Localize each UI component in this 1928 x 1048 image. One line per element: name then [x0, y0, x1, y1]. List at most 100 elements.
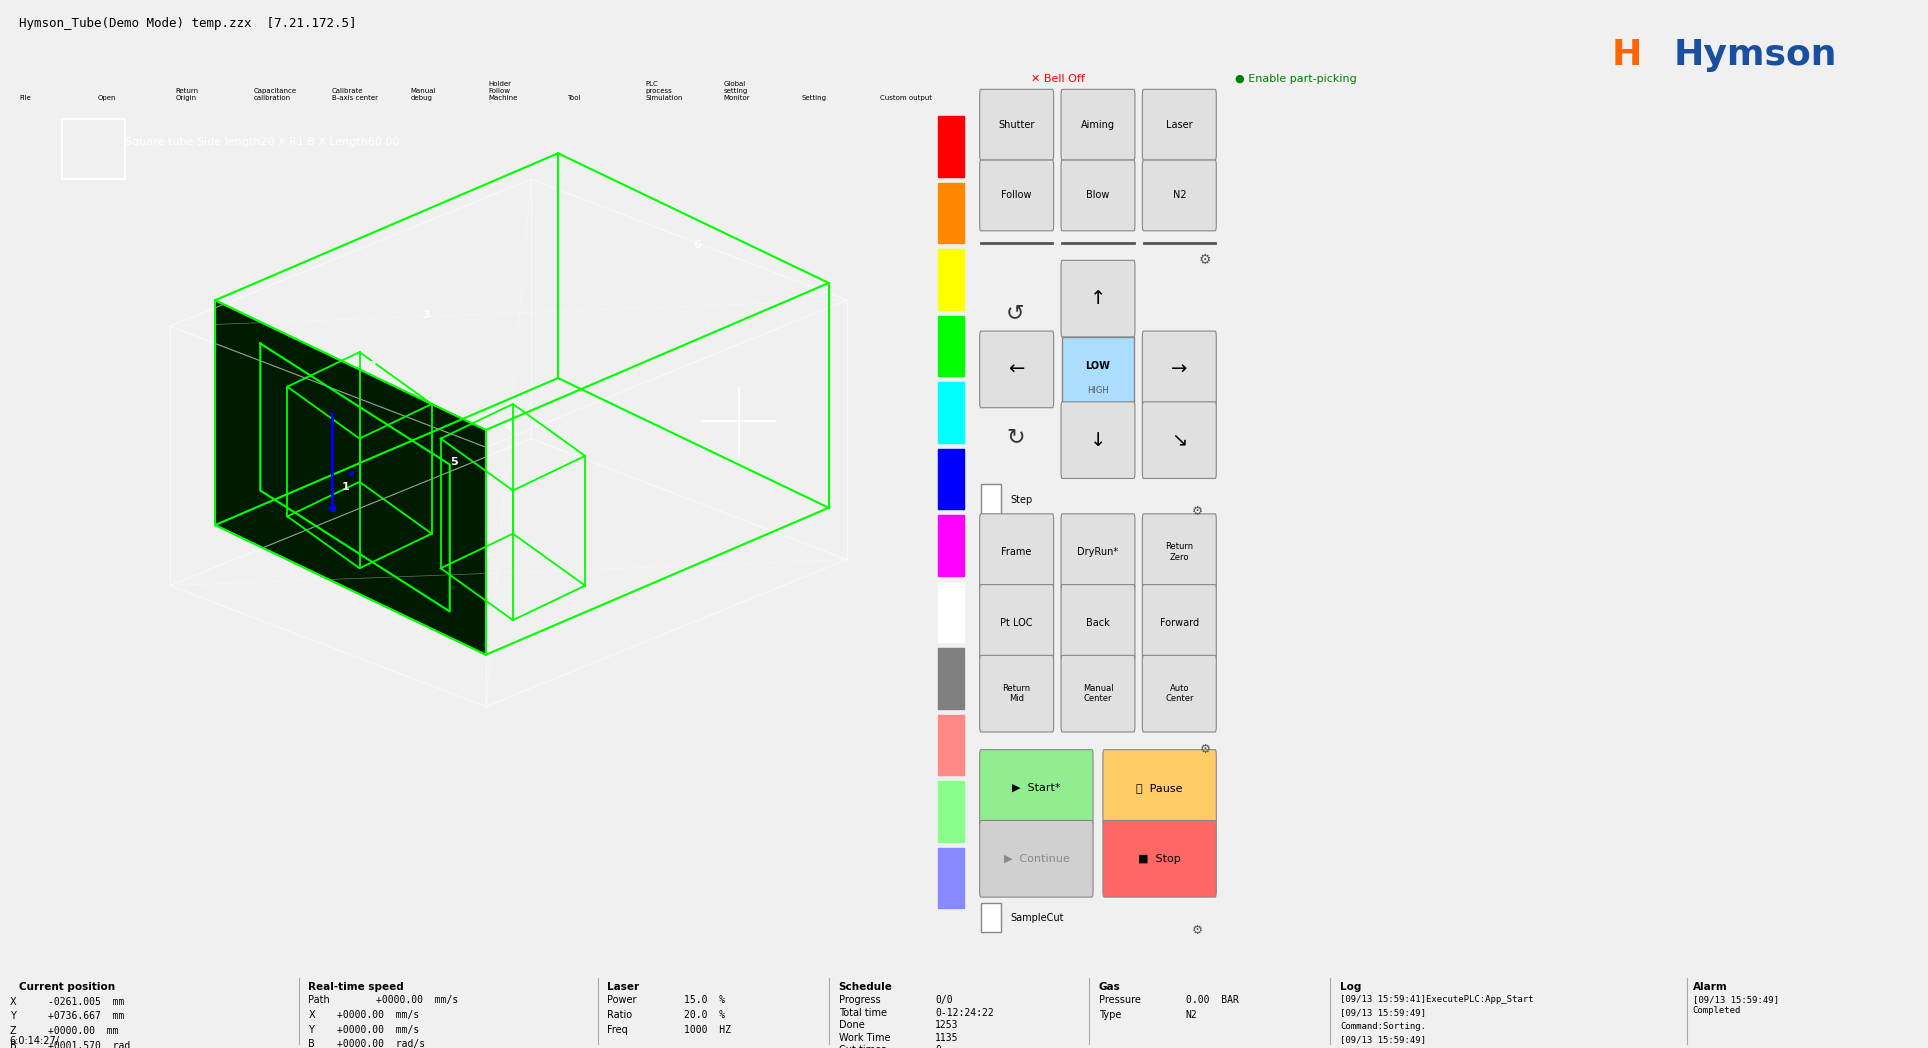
FancyBboxPatch shape — [979, 331, 1053, 408]
Polygon shape — [216, 300, 486, 655]
FancyBboxPatch shape — [1143, 331, 1217, 408]
Text: 2: 2 — [368, 362, 376, 371]
FancyBboxPatch shape — [979, 821, 1093, 897]
FancyBboxPatch shape — [979, 160, 1053, 231]
FancyBboxPatch shape — [1143, 655, 1217, 732]
Text: N2: N2 — [1172, 191, 1186, 200]
Text: Done: Done — [839, 1020, 864, 1030]
Text: Follow: Follow — [1001, 191, 1031, 200]
Bar — [939, 781, 964, 842]
FancyBboxPatch shape — [1060, 260, 1136, 337]
Bar — [939, 648, 964, 708]
FancyBboxPatch shape — [1060, 655, 1136, 732]
Text: Holder
Follow
Machine: Holder Follow Machine — [488, 81, 519, 101]
Text: Auto
Center: Auto Center — [1165, 684, 1193, 703]
Text: Capacitance
calibration: Capacitance calibration — [254, 88, 297, 101]
Text: Return
Origin: Return Origin — [175, 88, 199, 101]
FancyBboxPatch shape — [1103, 821, 1217, 897]
Bar — [939, 449, 964, 509]
FancyBboxPatch shape — [1060, 585, 1136, 661]
Text: Frame: Frame — [1001, 547, 1031, 558]
FancyBboxPatch shape — [1143, 89, 1217, 160]
Text: Y: Y — [308, 1025, 314, 1034]
Text: ↘: ↘ — [1170, 431, 1188, 450]
Text: ↓: ↓ — [1089, 431, 1107, 450]
Text: [09/13 15:59:41]ExecutePLC:App_Start: [09/13 15:59:41]ExecutePLC:App_Start — [1340, 996, 1533, 1004]
Text: [09/13 15:59:49]: [09/13 15:59:49] — [1340, 1008, 1427, 1018]
FancyBboxPatch shape — [979, 514, 1053, 590]
FancyBboxPatch shape — [1143, 514, 1217, 590]
Text: ⏸  Pause: ⏸ Pause — [1136, 783, 1184, 793]
Text: Path: Path — [308, 996, 330, 1005]
FancyBboxPatch shape — [979, 89, 1053, 160]
Text: Z: Z — [10, 1026, 15, 1036]
Text: Progress: Progress — [839, 996, 881, 1005]
Text: Return
Zero: Return Zero — [1165, 543, 1193, 562]
Text: Shutter: Shutter — [999, 119, 1035, 130]
Text: +0000.00  mm/s: +0000.00 mm/s — [337, 1010, 420, 1020]
Bar — [981, 484, 1001, 514]
Text: Custom output: Custom output — [879, 94, 931, 101]
Text: +0000.00  mm/s: +0000.00 mm/s — [376, 996, 459, 1005]
Text: Schedule: Schedule — [839, 982, 893, 992]
FancyBboxPatch shape — [979, 585, 1053, 661]
Text: Cut times: Cut times — [839, 1045, 887, 1048]
Text: X: X — [308, 1010, 314, 1020]
Text: Square tube Side length20 X R1.8 X Length60 00: Square tube Side length20 X R1.8 X Lengt… — [125, 136, 399, 147]
Text: Laser: Laser — [607, 982, 640, 992]
Text: 0.00  BAR: 0.00 BAR — [1186, 996, 1238, 1005]
Text: N2: N2 — [1186, 1010, 1197, 1020]
FancyBboxPatch shape — [1060, 401, 1136, 479]
Bar — [62, 118, 125, 179]
Bar — [939, 249, 964, 309]
Bar — [939, 315, 964, 376]
Text: Total time: Total time — [839, 1008, 887, 1018]
Text: Hymson_Tube(Demo Mode) temp.zzx  [7.21.172.5]: Hymson_Tube(Demo Mode) temp.zzx [7.21.17… — [19, 17, 357, 30]
Text: →: → — [1170, 359, 1188, 379]
FancyBboxPatch shape — [979, 655, 1053, 732]
Text: +0000.00  rad/s: +0000.00 rad/s — [337, 1040, 426, 1048]
Text: Return
Mid: Return Mid — [1003, 684, 1031, 703]
Text: Manual
debug: Manual debug — [411, 88, 436, 101]
Text: HIGH: HIGH — [1087, 386, 1109, 394]
Text: 1135: 1135 — [935, 1032, 958, 1043]
Text: Back: Back — [1085, 618, 1111, 628]
Text: 0/0: 0/0 — [935, 996, 952, 1005]
Text: Power: Power — [607, 996, 636, 1005]
Text: +0001.570  rad: +0001.570 rad — [48, 1041, 131, 1048]
Text: 6: 6 — [694, 240, 702, 250]
Text: Tool: Tool — [567, 94, 580, 101]
Text: File: File — [19, 94, 31, 101]
Text: ↑: ↑ — [1089, 289, 1107, 308]
Text: +0000.00  mm: +0000.00 mm — [48, 1026, 120, 1036]
Text: ▶  Start*: ▶ Start* — [1012, 783, 1060, 793]
Text: LOW: LOW — [1085, 362, 1111, 371]
FancyBboxPatch shape — [1143, 585, 1217, 661]
FancyBboxPatch shape — [1060, 160, 1136, 231]
Text: 0: 0 — [935, 1045, 941, 1048]
Text: Log: Log — [1340, 982, 1361, 992]
Text: 4: 4 — [503, 422, 511, 432]
Text: Hymson: Hymson — [1674, 38, 1837, 72]
Text: B: B — [10, 1041, 17, 1048]
Text: Manual
Center: Manual Center — [1084, 684, 1112, 703]
FancyBboxPatch shape — [1060, 514, 1136, 590]
Bar — [939, 383, 964, 442]
Text: PLC
process
Simulation: PLC process Simulation — [646, 81, 683, 101]
Text: DryRun*: DryRun* — [1078, 547, 1118, 558]
Text: Laser: Laser — [1166, 119, 1193, 130]
Text: B: B — [308, 1040, 316, 1048]
Text: Step: Step — [1010, 495, 1033, 505]
FancyBboxPatch shape — [1103, 749, 1217, 827]
Text: Forward: Forward — [1161, 618, 1199, 628]
Text: ←: ← — [1008, 359, 1026, 379]
Text: X: X — [10, 997, 15, 1007]
Text: Pt LOC: Pt LOC — [1001, 618, 1033, 628]
Text: Blow: Blow — [1085, 191, 1111, 200]
Text: Ratio: Ratio — [607, 1010, 632, 1020]
Text: H: H — [1612, 38, 1643, 72]
Text: Real-time speed: Real-time speed — [308, 982, 405, 992]
FancyBboxPatch shape — [1143, 160, 1217, 231]
FancyBboxPatch shape — [979, 749, 1093, 827]
Text: ● Enable part-picking: ● Enable part-picking — [1236, 73, 1357, 84]
